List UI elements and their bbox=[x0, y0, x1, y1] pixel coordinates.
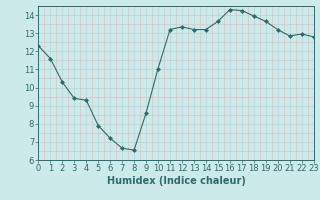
X-axis label: Humidex (Indice chaleur): Humidex (Indice chaleur) bbox=[107, 176, 245, 186]
